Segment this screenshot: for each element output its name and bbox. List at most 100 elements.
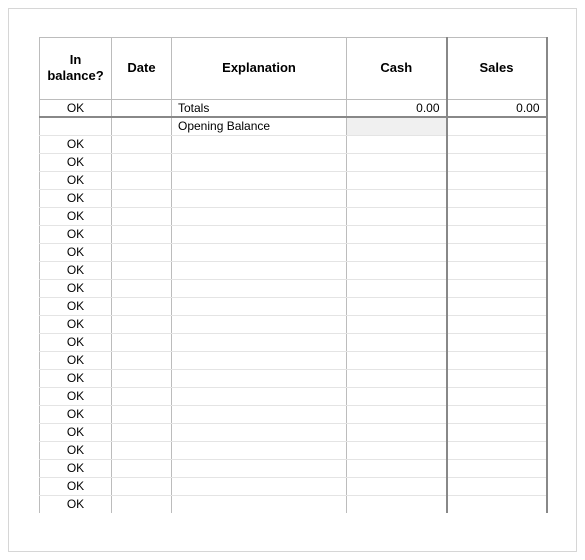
cash-cell [347, 351, 447, 369]
balance-cell: OK [40, 153, 112, 171]
opening-balance-sales [447, 117, 547, 135]
cash-cell [347, 387, 447, 405]
explanation-cell [172, 423, 347, 441]
sales-cell [447, 153, 547, 171]
opening-balance-status [40, 117, 112, 135]
balance-cell: OK [40, 261, 112, 279]
cash-cell [347, 171, 447, 189]
totals-sales: 0.00 [447, 99, 547, 117]
totals-cash: 0.00 [347, 99, 447, 117]
header-row: In balance? Date Explanation Cash Sales [40, 38, 547, 100]
table-row: OK [40, 477, 547, 495]
explanation-cell [172, 369, 347, 387]
sales-cell [447, 351, 547, 369]
balance-cell: OK [40, 405, 112, 423]
balance-cell: OK [40, 189, 112, 207]
opening-balance-cash [347, 117, 447, 135]
balance-cell: OK [40, 207, 112, 225]
date-cell [112, 405, 172, 423]
table-row: OK [40, 243, 547, 261]
table-row: OK [40, 441, 547, 459]
balance-cell: OK [40, 477, 112, 495]
explanation-cell [172, 405, 347, 423]
explanation-cell [172, 225, 347, 243]
explanation-cell [172, 189, 347, 207]
date-cell [112, 153, 172, 171]
explanation-cell [172, 297, 347, 315]
explanation-cell [172, 351, 347, 369]
cash-cell [347, 495, 447, 513]
cash-cell [347, 405, 447, 423]
balance-cell: OK [40, 135, 112, 153]
cash-cell [347, 297, 447, 315]
cash-cell [347, 279, 447, 297]
cash-cell [347, 315, 447, 333]
sales-cell [447, 495, 547, 513]
ledger-frame: In balance? Date Explanation Cash Sales … [8, 8, 577, 552]
explanation-cell [172, 153, 347, 171]
explanation-cell [172, 279, 347, 297]
explanation-cell [172, 261, 347, 279]
date-cell [112, 189, 172, 207]
sales-cell [447, 333, 547, 351]
table-row: OK [40, 423, 547, 441]
explanation-cell [172, 135, 347, 153]
explanation-cell [172, 207, 347, 225]
ledger-table: In balance? Date Explanation Cash Sales … [39, 37, 548, 513]
sales-cell [447, 225, 547, 243]
table-row: OK [40, 279, 547, 297]
sales-cell [447, 387, 547, 405]
date-cell [112, 315, 172, 333]
cash-cell [347, 261, 447, 279]
cash-cell [347, 477, 447, 495]
sales-cell [447, 171, 547, 189]
sales-cell [447, 297, 547, 315]
explanation-cell [172, 441, 347, 459]
date-cell [112, 135, 172, 153]
balance-cell: OK [40, 423, 112, 441]
table-row: OK [40, 171, 547, 189]
sales-cell [447, 279, 547, 297]
table-row: OK [40, 189, 547, 207]
date-cell [112, 243, 172, 261]
table-row: OK [40, 369, 547, 387]
balance-cell: OK [40, 279, 112, 297]
date-cell [112, 423, 172, 441]
table-row: OK [40, 405, 547, 423]
date-cell [112, 225, 172, 243]
sales-cell [447, 405, 547, 423]
table-row: OK [40, 261, 547, 279]
table-header: In balance? Date Explanation Cash Sales [40, 38, 547, 100]
table-row: OK [40, 315, 547, 333]
balance-cell: OK [40, 297, 112, 315]
date-cell [112, 297, 172, 315]
sales-cell [447, 261, 547, 279]
explanation-cell [172, 171, 347, 189]
balance-cell: OK [40, 351, 112, 369]
table-row: OK [40, 207, 547, 225]
balance-cell: OK [40, 459, 112, 477]
explanation-cell [172, 243, 347, 261]
opening-balance-row: Opening Balance [40, 117, 547, 135]
table-row: OK [40, 153, 547, 171]
table-row: OK [40, 225, 547, 243]
cash-cell [347, 207, 447, 225]
table-row: OK [40, 495, 547, 513]
table-row: OK [40, 333, 547, 351]
cash-cell [347, 423, 447, 441]
explanation-cell [172, 315, 347, 333]
cash-cell [347, 243, 447, 261]
cash-cell [347, 153, 447, 171]
table-body: OK Totals 0.00 0.00 Opening Balance OKOK… [40, 99, 547, 513]
col-header-date: Date [112, 38, 172, 100]
sales-cell [447, 423, 547, 441]
balance-cell: OK [40, 171, 112, 189]
balance-cell: OK [40, 315, 112, 333]
col-header-explanation: Explanation [172, 38, 347, 100]
sales-cell [447, 315, 547, 333]
date-cell [112, 333, 172, 351]
sales-cell [447, 441, 547, 459]
date-cell [112, 369, 172, 387]
col-header-cash: Cash [347, 38, 447, 100]
explanation-cell [172, 477, 347, 495]
